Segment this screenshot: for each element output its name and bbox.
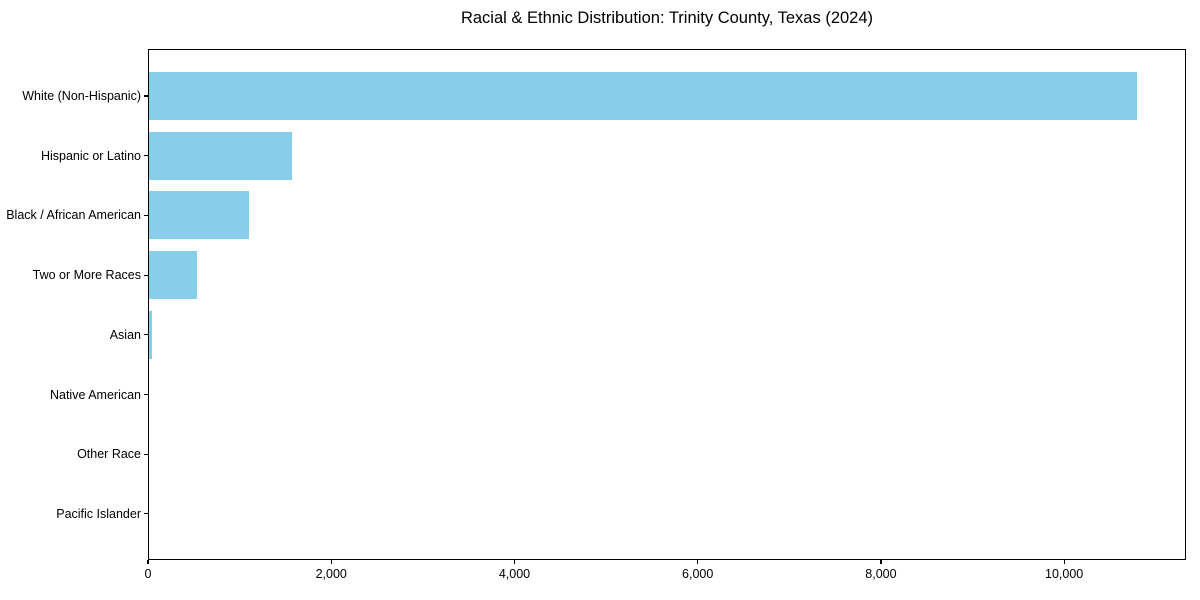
y-tick-mark xyxy=(144,95,148,97)
x-tick-mark xyxy=(880,560,882,564)
chart-title: Racial & Ethnic Distribution: Trinity Co… xyxy=(460,9,874,27)
y-tick-label: Pacific Islander xyxy=(56,506,141,521)
x-tick-label: 0 xyxy=(144,567,152,581)
y-tick-label: Black / African American xyxy=(6,208,141,223)
y-tick-label: Asian xyxy=(109,327,141,342)
y-tick-label: Two or More Races xyxy=(32,268,141,283)
bar xyxy=(148,191,249,240)
x-tick-mark xyxy=(513,560,516,564)
x-tick-mark xyxy=(1063,560,1065,564)
y-tick-label: Native American xyxy=(49,387,141,402)
x-tick-label: 6,000 xyxy=(682,567,714,581)
plot-area-border xyxy=(148,49,1186,560)
x-tick-label: 2,000 xyxy=(315,567,347,581)
x-tick-label: 10,000 xyxy=(1045,567,1084,581)
bar xyxy=(148,251,197,300)
y-tick-label: White (Non-Hispanic) xyxy=(22,89,141,103)
bar xyxy=(148,310,153,359)
y-tick-mark xyxy=(144,334,148,336)
y-tick-mark xyxy=(144,274,148,276)
x-tick-label: 4,000 xyxy=(498,567,531,581)
x-tick-mark xyxy=(697,560,699,564)
y-tick-mark xyxy=(144,393,148,396)
y-tick-mark xyxy=(144,513,148,515)
y-tick-mark xyxy=(144,214,148,216)
x-tick-label: 8,000 xyxy=(865,567,897,581)
y-tick-mark xyxy=(144,453,148,455)
y-tick-mark xyxy=(144,155,148,157)
y-tick-label: Hispanic or Latino xyxy=(40,148,141,163)
x-tick-mark xyxy=(147,560,149,564)
bar xyxy=(148,131,292,180)
y-tick-label: Other Race xyxy=(77,447,141,462)
x-tick-mark xyxy=(330,560,332,564)
bar xyxy=(148,72,1138,120)
